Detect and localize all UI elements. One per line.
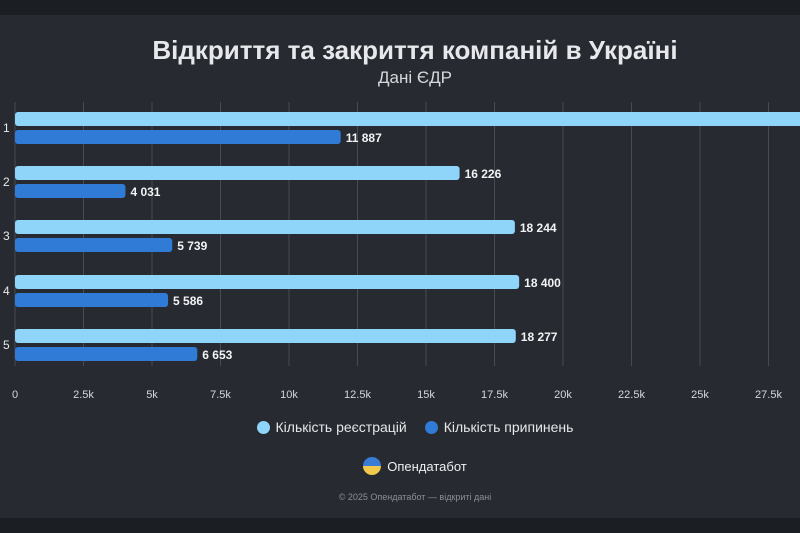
bar [15,112,800,126]
legend-swatch-registrations [256,420,270,434]
legend-label-terminations: Кількість припинень [443,419,574,435]
legend-swatch-terminations [424,420,438,434]
bar [15,293,169,307]
data-label: 5 739 [177,239,207,253]
top-band [0,0,800,15]
bar [15,166,460,180]
x-tick-label: 2.5k [73,389,94,401]
bar [15,329,516,343]
bar [15,130,341,144]
x-tick-label: 10k [280,389,298,401]
data-label: 6 653 [202,348,232,362]
category-label: 5 [3,338,10,352]
chart-card [0,15,800,518]
category-label: 1 [3,121,10,135]
brand-logo-icon [363,457,382,475]
x-tick-label: 0 [12,389,18,401]
x-tick-label: 27.5k [755,389,782,401]
x-tick-label: 12.5k [344,389,371,401]
category-label: 2 [3,175,10,189]
data-label: 5 586 [173,294,203,308]
x-tick-label: 5k [146,389,158,401]
data-label: 4 031 [130,185,160,199]
chart-subtitle: Дані ЄДР [378,68,452,87]
category-label: 3 [3,229,10,243]
category-label: 4 [3,284,10,298]
bar [15,275,520,289]
legend-item-terminations[interactable]: Кількість припинень [424,419,574,435]
bottom-band [0,518,800,533]
bar [15,220,515,234]
footer-copyright: © 2025 Опендатабот — відкриті дані [338,492,492,502]
data-label: 11 887 [346,131,382,145]
brand: Опендатабот [0,457,800,475]
x-tick-label: 22.5k [618,389,645,401]
bar [15,347,198,361]
data-label: 18 277 [521,330,558,344]
bar [15,238,173,252]
data-label: 18 400 [524,276,561,290]
data-label: 16 226 [465,167,502,181]
chart-title: Відкриття та закриття компаній в Україні [152,35,678,65]
legend: Кількість реєстрацій Кількість припинень [0,419,800,435]
x-tick-label: 17.5k [481,389,508,401]
x-tick-label: 25k [691,389,709,401]
brand-name: Опендатабот [387,458,467,474]
bar [15,184,126,198]
data-label: 18 244 [520,221,557,235]
x-tick-label: 20k [554,389,572,401]
legend-label-registrations: Кількість реєстрацій [275,419,407,435]
x-tick-label: 7.5k [210,389,231,401]
x-tick-label: 15k [417,389,435,401]
legend-item-registrations[interactable]: Кількість реєстрацій [256,419,407,435]
